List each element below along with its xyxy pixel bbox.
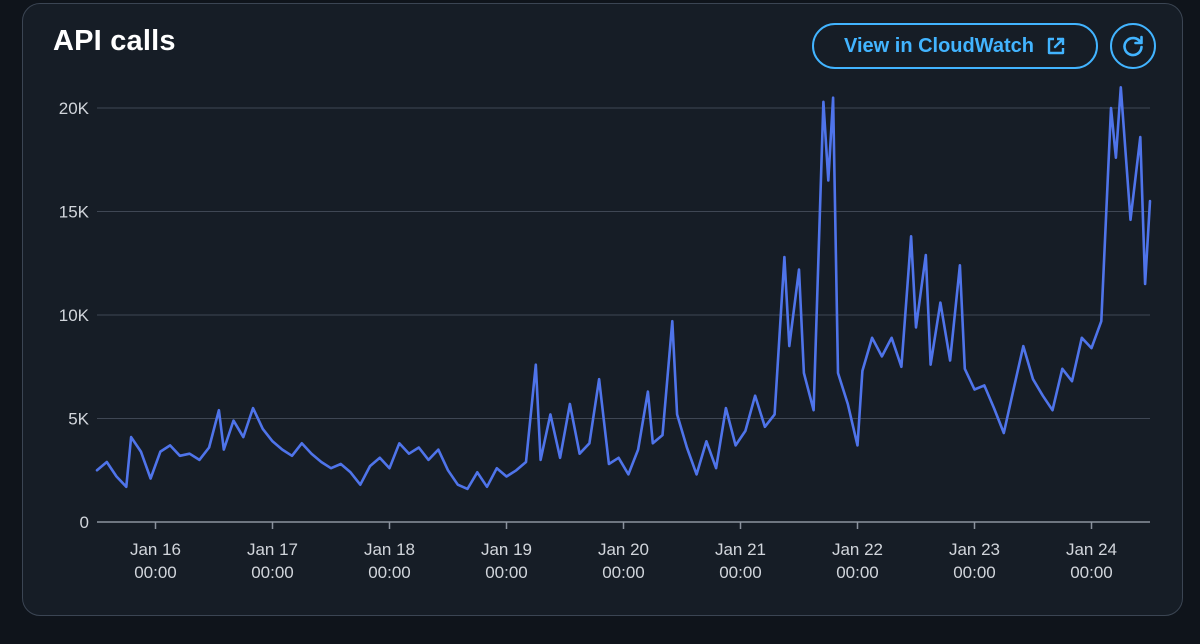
x-tick-date-8: Jan 24 bbox=[1066, 540, 1117, 559]
x-axis: Jan 16 00:00 Jan 17 00:00 Jan 18 00:00 Jan 19 0… bbox=[97, 521, 1150, 582]
x-tick-date-6: Jan 22 bbox=[832, 540, 883, 559]
x-tick-time-8: 00:00 bbox=[1070, 563, 1113, 582]
x-tick-date-1: Jan 17 bbox=[247, 540, 298, 559]
y-tick-label-5K: 5K bbox=[68, 410, 89, 429]
x-tick-date-2: Jan 18 bbox=[364, 540, 415, 559]
view-in-cloudwatch-button[interactable]: View in CloudWatch bbox=[812, 23, 1098, 69]
x-tick-time-1: 00:00 bbox=[251, 563, 294, 582]
panel-title: API calls bbox=[53, 25, 176, 57]
api-calls-panel: API calls View in CloudWatch bbox=[22, 3, 1183, 616]
external-link-icon bbox=[1047, 37, 1065, 55]
view-in-cloudwatch-label: View in CloudWatch bbox=[843, 34, 1034, 57]
refresh-button[interactable] bbox=[1110, 23, 1156, 69]
x-tick-date-7: Jan 23 bbox=[949, 540, 1000, 559]
y-tick-label-20K: 20K bbox=[59, 99, 90, 118]
x-tick-time-2: 00:00 bbox=[368, 563, 411, 582]
x-tick-date-0: Jan 16 bbox=[130, 540, 181, 559]
y-tick-label-10K: 10K bbox=[59, 306, 90, 325]
x-tick-time-3: 00:00 bbox=[485, 563, 528, 582]
series-line-0 bbox=[95, 86, 1152, 491]
x-tick-time-7: 00:00 bbox=[953, 563, 996, 582]
refresh-icon bbox=[1123, 35, 1143, 57]
y-axis-ticks: 0 5K 10K 15K 20K bbox=[59, 99, 90, 532]
y-tick-label-0: 0 bbox=[80, 513, 89, 532]
x-tick-date-4: Jan 20 bbox=[598, 540, 649, 559]
x-tick-time-0: 00:00 bbox=[134, 563, 177, 582]
y-tick-label-15K: 15K bbox=[59, 203, 90, 222]
x-tick-time-4: 00:00 bbox=[602, 563, 645, 582]
x-tick-date-3: Jan 19 bbox=[481, 540, 532, 559]
x-tick-time-6: 00:00 bbox=[836, 563, 879, 582]
chart-gridlines bbox=[97, 107, 1150, 419]
chart-series bbox=[95, 86, 1152, 491]
x-tick-date-5: Jan 21 bbox=[715, 540, 766, 559]
x-tick-time-5: 00:00 bbox=[719, 563, 762, 582]
